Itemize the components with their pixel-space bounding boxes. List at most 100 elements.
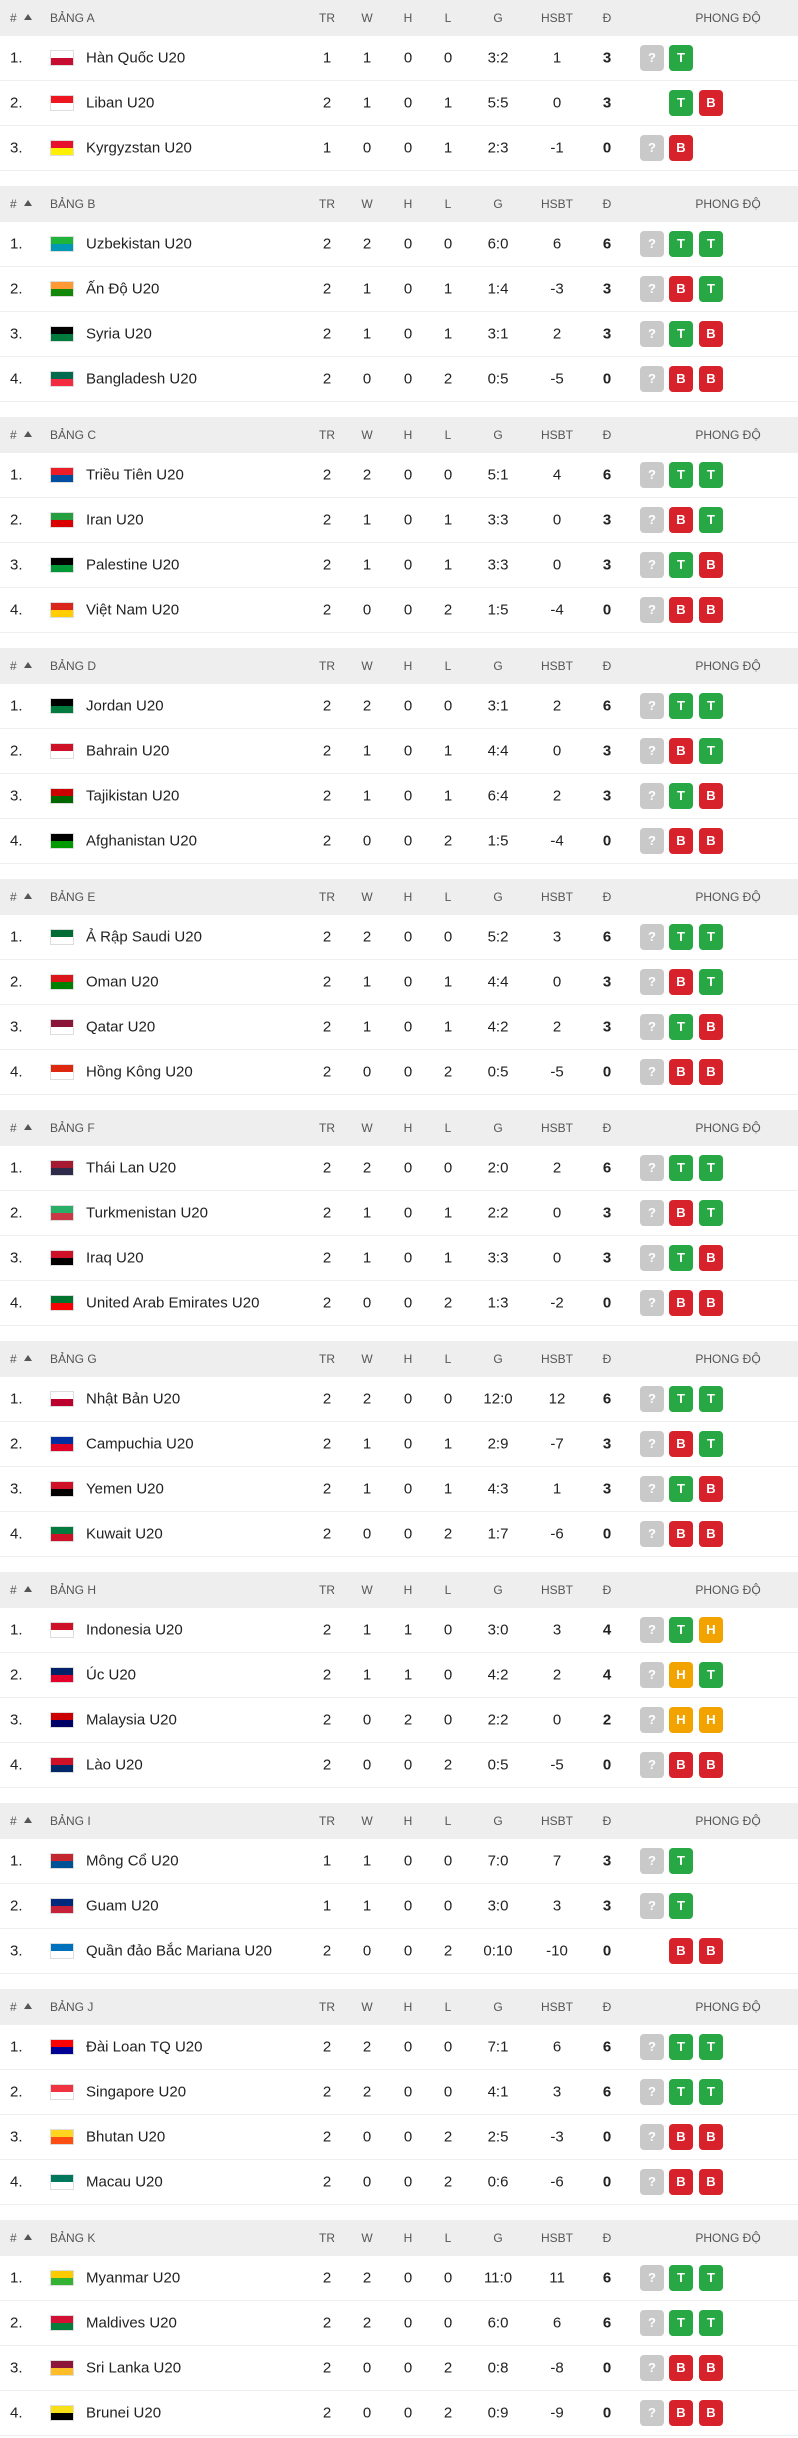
- rank: 2.: [10, 1666, 23, 1684]
- form-badge: B: [669, 2400, 693, 2426]
- form-badge: ?: [640, 924, 664, 950]
- stat-tr: 2: [322, 1204, 332, 1222]
- stat-w: 1: [362, 1897, 372, 1915]
- stat-g: 0:5: [487, 1063, 509, 1081]
- column-header: H: [403, 1121, 413, 1135]
- team-name: Afghanistan U20: [86, 832, 197, 850]
- team-name: Úc U20: [86, 1666, 137, 1684]
- stat-h: 0: [403, 2269, 413, 2287]
- stat-tr: 2: [322, 556, 332, 574]
- stat-d: 6: [602, 2269, 612, 2287]
- stat-h: 0: [403, 325, 413, 343]
- stat-w: 1: [362, 1249, 372, 1267]
- flag: [50, 833, 74, 849]
- column-header: HSBT: [540, 2000, 574, 2014]
- team-name: Bhutan U20: [86, 2128, 166, 2146]
- column-header: TR: [319, 2231, 335, 2245]
- form-badge: ?: [640, 2400, 664, 2426]
- stat-g: 0:6: [487, 2173, 509, 2191]
- team-name: United Arab Emirates U20: [86, 1294, 260, 1312]
- column-header: L: [444, 1583, 452, 1597]
- team-row: 1. Nhật Bản U20 2 2 0 0 12:0 12 6? T T: [0, 1377, 798, 1422]
- form-badge: B: [699, 1938, 723, 1964]
- stat-h: 0: [403, 2128, 413, 2146]
- stat-hsbt: 2: [552, 787, 562, 805]
- stat-hsbt: 0: [552, 742, 562, 760]
- rank: 3.: [10, 556, 23, 574]
- column-header: W: [361, 11, 373, 25]
- stat-hsbt: -10: [546, 1942, 568, 1960]
- stat-w: 0: [362, 832, 372, 850]
- stat-h: 0: [403, 1294, 413, 1312]
- group-name: BẢNG H: [50, 1583, 97, 1597]
- flag: [50, 236, 74, 252]
- stat-tr: 2: [322, 1621, 332, 1639]
- stat-h: 0: [403, 1018, 413, 1036]
- form-badge: ?: [640, 828, 664, 854]
- form-badge: B: [669, 276, 693, 302]
- team-row: 2. Campuchia U20 2 1 0 1 2:9 -7 3? B T: [0, 1422, 798, 1467]
- form-badge: B: [699, 366, 723, 392]
- stat-tr: 2: [322, 1525, 332, 1543]
- team-row: 1. Đài Loan TQ U20 2 2 0 0 7:1 6 6? T T: [0, 2025, 798, 2070]
- team-row: 3. Palestine U20 2 1 0 1 3:3 0 3? T B: [0, 543, 798, 588]
- flag: [50, 557, 74, 573]
- stat-g: 3:3: [487, 1249, 509, 1267]
- team-name: Tajikistan U20: [86, 787, 180, 805]
- team-row: 3. Quần đảo Bắc Mariana U20 2 0 0 2 0:10 -10 0 B B: [0, 1929, 798, 1974]
- rank: 4.: [10, 2173, 23, 2191]
- flag: [50, 1853, 74, 1869]
- stat-tr: 2: [322, 2083, 332, 2101]
- form-badge: ?: [640, 1707, 664, 1733]
- group-name: BẢNG G: [50, 1352, 97, 1366]
- stat-g: 2:0: [487, 1159, 509, 1177]
- group-header: # BẢNG I TR W H L G HSBT Đ PHONG ĐỘ: [0, 1803, 798, 1839]
- group-name: BẢNG J: [50, 2000, 94, 2014]
- stat-tr: 2: [322, 325, 332, 343]
- stat-g: 3:1: [487, 697, 509, 715]
- stat-g: 4:4: [487, 742, 509, 760]
- stat-hsbt: 0: [552, 1711, 562, 1729]
- rank: 3.: [10, 1942, 23, 1960]
- stat-hsbt: -6: [550, 1525, 564, 1543]
- form-badge: ?: [640, 321, 664, 347]
- stat-w: 2: [362, 928, 372, 946]
- stat-w: 2: [362, 697, 372, 715]
- form-badge: T: [669, 2034, 693, 2060]
- stat-g: 4:2: [487, 1666, 509, 1684]
- team-row: 4. United Arab Emirates U20 2 0 0 2 1:3 -2 0? B B: [0, 1281, 798, 1326]
- flag: [50, 1064, 74, 1080]
- stat-tr: 2: [322, 235, 332, 253]
- group-name: BẢNG F: [50, 1121, 95, 1135]
- form-badge: T: [699, 1155, 723, 1181]
- team-name: Sri Lanka U20: [86, 2359, 182, 2377]
- flag: [50, 1667, 74, 1683]
- stat-d: 3: [602, 556, 612, 574]
- column-header: TR: [319, 11, 335, 25]
- form-badge: B: [669, 969, 693, 995]
- form-badge: H: [699, 1617, 723, 1643]
- team-name: Thái Lan U20: [86, 1159, 177, 1177]
- stat-d: 0: [602, 1063, 612, 1081]
- form-badge: ?: [640, 2265, 664, 2291]
- stat-tr: 2: [322, 973, 332, 991]
- stat-d: 4: [602, 1621, 612, 1639]
- stat-d: 3: [602, 973, 612, 991]
- group-header: # BẢNG B TR W H L G HSBT Đ PHONG ĐỘ: [0, 186, 798, 222]
- column-header: H: [403, 1352, 413, 1366]
- form-badge: ?: [640, 1521, 664, 1547]
- stat-tr: 2: [322, 832, 332, 850]
- stat-g: 6:4: [487, 787, 509, 805]
- column-header: G: [493, 2231, 503, 2245]
- stat-h: 0: [403, 1756, 413, 1774]
- stat-d: 3: [602, 280, 612, 298]
- stat-h: 0: [403, 280, 413, 298]
- stat-d: 3: [602, 1204, 612, 1222]
- stat-h: 0: [403, 787, 413, 805]
- flag: [50, 1436, 74, 1452]
- rank: 3.: [10, 1018, 23, 1036]
- team-row: 2. Bahrain U20 2 1 0 1 4:4 0 3? B T: [0, 729, 798, 774]
- rank: 4.: [10, 601, 23, 619]
- stat-d: 3: [602, 1480, 612, 1498]
- team-row: 1. Uzbekistan U20 2 2 0 0 6:0 6 6? T T: [0, 222, 798, 267]
